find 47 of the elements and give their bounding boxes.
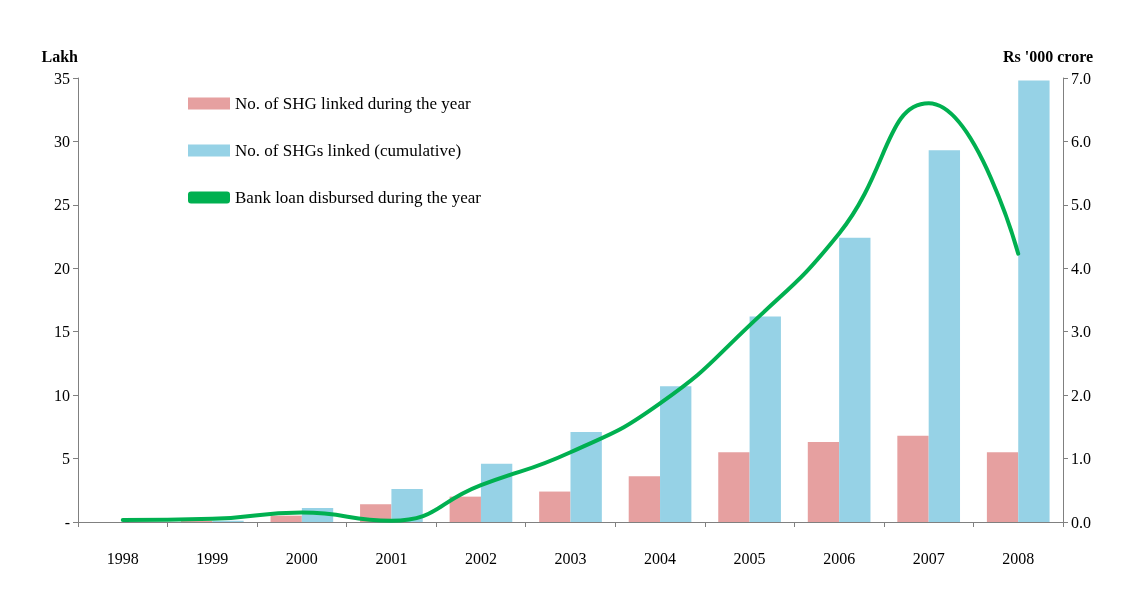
bar [897, 435, 929, 522]
bar [270, 515, 302, 522]
bar [539, 491, 571, 522]
y-tick-label: 25 [54, 196, 70, 214]
bar [928, 150, 961, 522]
legend-label: Bank loan disbursed during the year [235, 188, 482, 207]
y2-tick-label: 0.0 [1071, 513, 1091, 531]
bar [480, 463, 513, 522]
y2-tick-label: 7.0 [1071, 69, 1091, 87]
bar [449, 496, 481, 522]
x-tick-label: 2006 [823, 549, 856, 567]
y-tick-label: 20 [54, 259, 70, 277]
x-tick-label: 2002 [464, 549, 497, 567]
y-tick-label: - [64, 513, 70, 531]
x-tick-label: 2001 [375, 549, 408, 567]
bar [660, 386, 692, 522]
x-tick-label: 1998 [106, 549, 139, 567]
bar [718, 452, 750, 522]
y-axis-title: Lakh [41, 47, 79, 65]
bar [839, 237, 871, 522]
y2-axis-title: Rs '000 crore [1003, 47, 1094, 65]
y-tick-label: 10 [54, 386, 70, 404]
y2-tick-label: 5.0 [1071, 196, 1091, 214]
legend-label: No. of SHG linked during the year [235, 94, 471, 113]
x-tick-label: 2005 [733, 549, 766, 567]
y2-tick-label: 3.0 [1071, 323, 1091, 341]
x-tick-label: 2003 [554, 549, 587, 567]
x-tick-label: 2007 [912, 549, 945, 567]
x-tick-label: 2008 [1002, 549, 1035, 567]
y2-tick-label: 4.0 [1071, 259, 1091, 277]
y-tick-label: 30 [54, 132, 70, 150]
y-tick-label: 5 [62, 450, 70, 468]
y-tick-label: 15 [54, 323, 70, 341]
bar [1018, 80, 1050, 522]
y2-tick-label: 2.0 [1071, 386, 1091, 404]
legend-label: No. of SHGs linked (cumulative) [235, 141, 462, 160]
bar [807, 442, 840, 522]
x-tick-label: 2004 [644, 549, 677, 567]
x-tick-label: 2000 [285, 549, 318, 567]
x-tick-label: 1999 [196, 549, 229, 567]
bar [986, 452, 1019, 522]
bar [628, 476, 661, 522]
y-tick-label: 35 [54, 69, 70, 87]
bar [749, 316, 781, 522]
y2-tick-label: 6.0 [1071, 132, 1091, 150]
bar [570, 431, 602, 522]
y2-tick-label: 1.0 [1071, 450, 1091, 468]
